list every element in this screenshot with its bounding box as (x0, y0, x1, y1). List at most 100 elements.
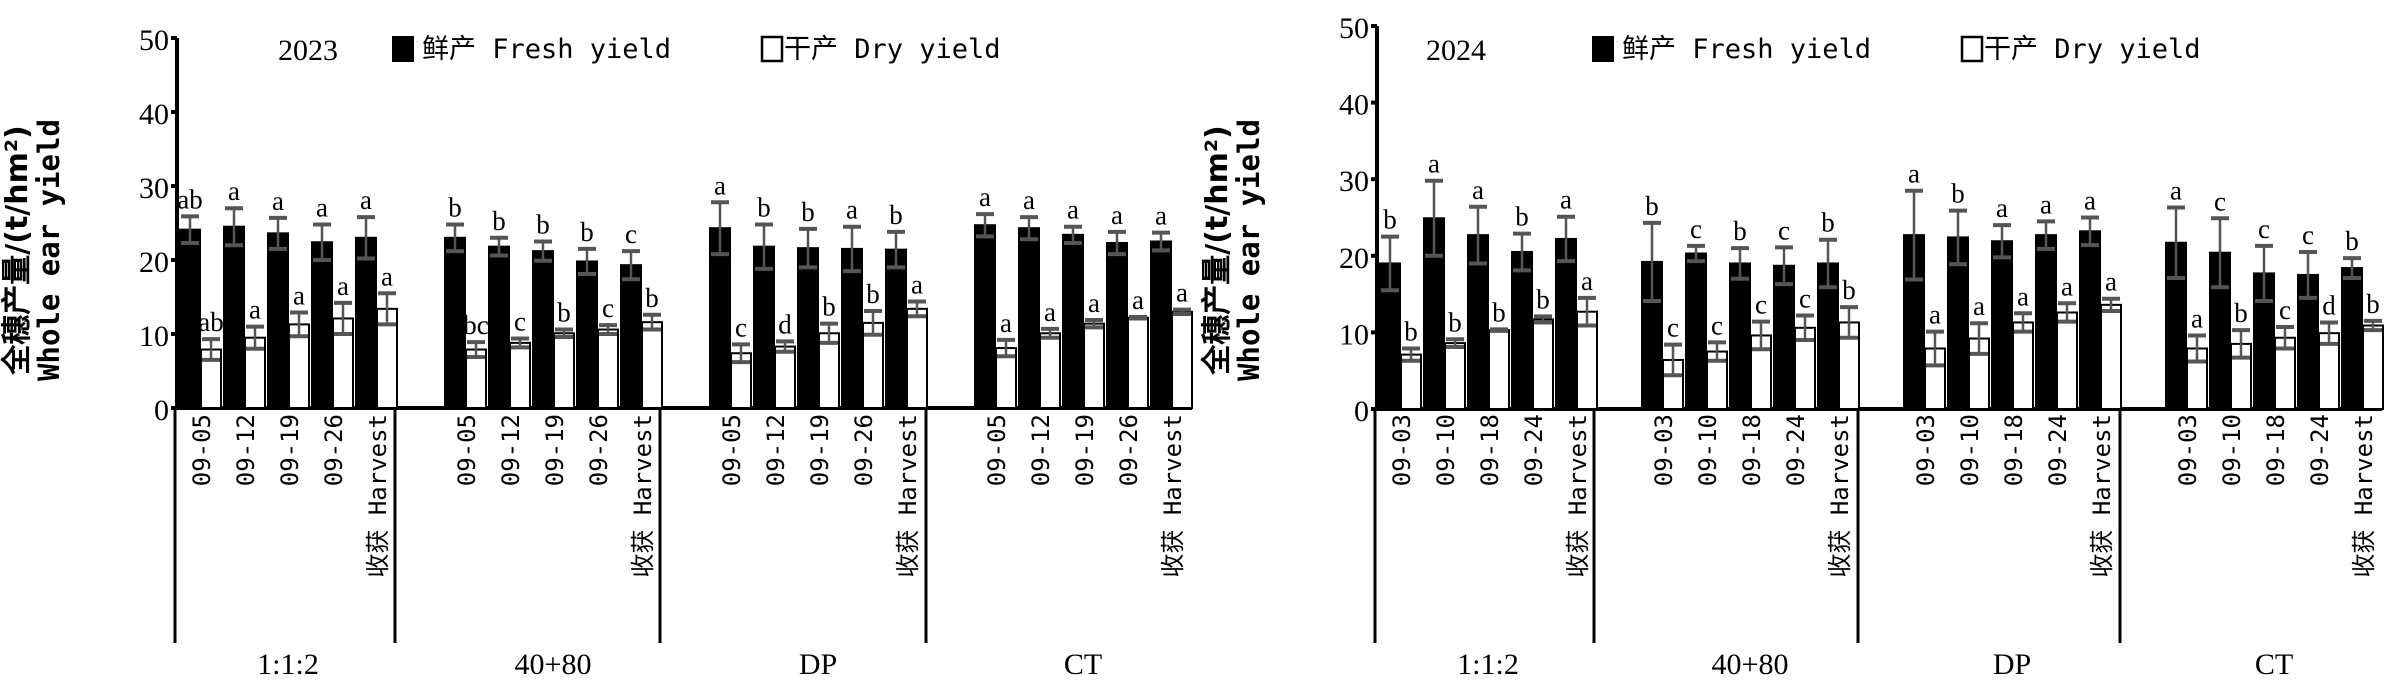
group-label: DP (799, 648, 837, 681)
significance-letter: d (778, 309, 792, 339)
group-CT: a a 09-03 c b 09-10 c c 09-18 c d 09-24 b b 收获 Harvest… (2165, 176, 2384, 681)
x-tick-label: 09-05 (983, 414, 1011, 486)
fresh-yield-bar (532, 250, 554, 409)
dry-yield-bar (509, 341, 531, 410)
significance-letter: a (272, 186, 284, 216)
significance-letter: b (1842, 275, 1856, 305)
significance-letter: a (1929, 300, 1941, 330)
significance-letter: b (1645, 191, 1659, 221)
significance-letter: a (1111, 200, 1123, 230)
significance-letter: a (2105, 267, 2117, 297)
y-tick-label: 50 (1339, 12, 1369, 45)
chart-year-title: 2024 (1426, 34, 1486, 67)
dry-yield-bar (1400, 353, 1422, 411)
legend-fresh-label: 鲜产 Fresh yield (422, 34, 671, 65)
x-tick-label: 09-26 (1115, 414, 1143, 486)
legend-dry-label: 干产 Dry yield (784, 34, 1001, 65)
dry-yield-bar (553, 332, 575, 410)
significance-letter: a (1044, 297, 1056, 327)
fresh-yield-bar (179, 228, 201, 409)
y-axis-label-en: Whole ear yield (1232, 119, 1266, 381)
significance-letter: b (1492, 297, 1506, 327)
significance-letter: b (2345, 226, 2359, 256)
y-tick-label: 10 (1339, 318, 1369, 351)
y-tick-label: 20 (139, 246, 169, 279)
significance-letter: c (1799, 284, 1811, 314)
chart-year-title: 2023 (278, 34, 338, 67)
significance-letter: a (381, 261, 393, 291)
fresh-yield-bar (1106, 241, 1128, 409)
y-axis-label-en: Whole ear yield (32, 119, 66, 381)
significance-letter: b (448, 192, 462, 222)
legend-fresh-swatch (1592, 36, 1614, 62)
dry-yield-bar (1532, 318, 1554, 410)
significance-letter: a (1000, 308, 1012, 338)
x-tick-label: 09-24 (2044, 414, 2072, 486)
dry-yield-bar (597, 328, 619, 409)
significance-letter: a (1560, 185, 1572, 215)
significance-letter: b (866, 279, 880, 309)
significance-letter: c (1755, 290, 1767, 320)
fresh-yield-bar (1773, 264, 1795, 410)
x-tick-label: 09-10 (1956, 414, 1984, 486)
fresh-yield-bar (1685, 252, 1707, 410)
chart-2024: 全穗产量/(t/hm²)Whole ear yield 0 10 20 30 40 50 20… (1200, 12, 2384, 681)
significance-letter: a (1088, 288, 1100, 318)
y-tick-label: 40 (139, 98, 169, 131)
fresh-yield-bar (2079, 230, 2101, 410)
significance-letter: bc (463, 310, 489, 340)
significance-letter: a (1023, 185, 1035, 215)
fresh-yield-bar (1729, 262, 1751, 410)
dry-yield-bar (1083, 322, 1105, 410)
fresh-yield-bar (355, 236, 377, 409)
x-tick-label: 09-10 (1432, 414, 1460, 486)
x-tick-label: 09-05 (453, 414, 481, 486)
fresh-yield-bar (223, 225, 245, 409)
x-tick-label: 09-24 (2306, 414, 2334, 486)
x-tick-label: 09-18 (1738, 414, 1766, 486)
fresh-yield-bar (797, 247, 819, 409)
significance-letter: b (580, 217, 594, 247)
fresh-yield-bar (2035, 234, 2057, 410)
x-tick-label: 收获 Harvest (2350, 414, 2378, 578)
significance-letter: c (2279, 295, 2291, 325)
x-tick-label: 收获 Harvest (364, 414, 392, 578)
significance-letter: b (2234, 298, 2248, 328)
significance-letter: a (911, 269, 923, 299)
significance-letter: b (557, 298, 571, 328)
y-tick-label: 50 (139, 24, 169, 57)
significance-letter: a (2040, 189, 2052, 219)
significance-letter: a (2191, 303, 2203, 333)
significance-letter: a (249, 295, 261, 325)
y-axis-label-cn: 全穗产量/(t/hm²) (1200, 125, 1235, 375)
fresh-yield-bar (1511, 250, 1533, 410)
x-tick-label: 09-19 (1071, 414, 1099, 486)
significance-letter: b (645, 283, 659, 313)
fresh-yield-bar (974, 224, 996, 409)
significance-letter: a (2017, 281, 2029, 311)
x-tick-label: 收获 Harvest (1564, 414, 1592, 578)
significance-letter: c (735, 312, 747, 342)
group-label: 1:1:2 (257, 648, 319, 681)
x-tick-label: 09-12 (1027, 414, 1055, 486)
significance-letter: a (360, 185, 372, 215)
significance-letter: a (2084, 186, 2096, 216)
x-tick-label: 收获 Harvest (894, 414, 922, 578)
significance-letter: b (536, 210, 550, 240)
fresh-yield-bar (267, 232, 289, 409)
fresh-yield-bar (2341, 267, 2363, 410)
x-tick-label: 09-12 (497, 414, 525, 486)
significance-letter: a (1176, 278, 1188, 308)
significance-letter: a (228, 176, 240, 206)
significance-letter: c (1690, 214, 1702, 244)
dry-yield-bar (2012, 321, 2034, 410)
x-tick-label: 09-05 (718, 414, 746, 486)
significance-letter: b (757, 192, 771, 222)
x-tick-label: 收获 Harvest (629, 414, 657, 578)
significance-letter: a (1973, 291, 1985, 321)
x-tick-label: 09-18 (1476, 414, 1504, 486)
significance-letter: c (2302, 220, 2314, 250)
legend-dry-swatch (760, 35, 784, 63)
